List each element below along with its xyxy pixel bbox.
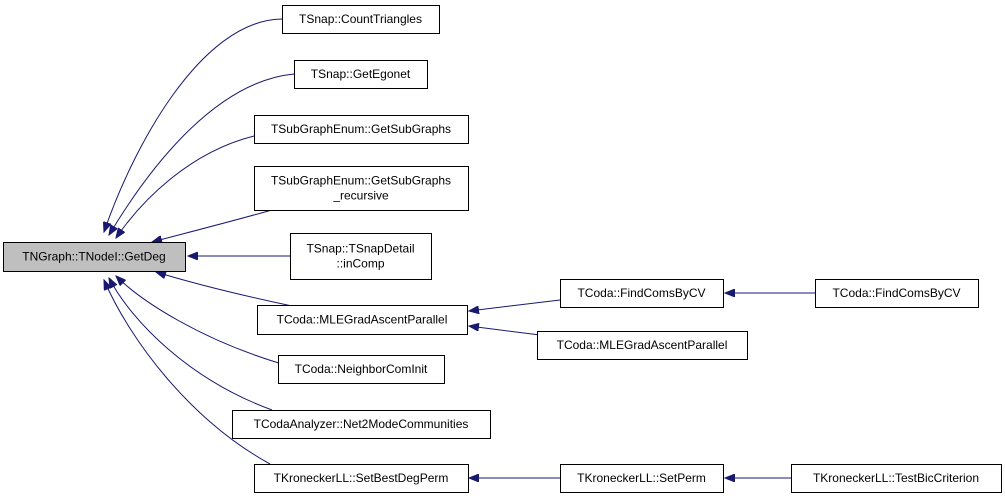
edge bbox=[469, 299, 561, 311]
node-box bbox=[294, 60, 428, 89]
node-box bbox=[278, 355, 445, 384]
node-label: TCoda::FindComsByCV bbox=[577, 286, 705, 300]
node-label: TSnap::TSnapDetail bbox=[306, 242, 414, 256]
node-box bbox=[290, 233, 432, 280]
edges bbox=[104, 18, 815, 478]
node-box bbox=[537, 331, 748, 360]
node-label: TCodaAnalyzer::Net2ModeCommunities bbox=[254, 417, 469, 431]
node-label: TKroneckerLL::SetPerm bbox=[577, 471, 706, 485]
node-box bbox=[815, 279, 979, 308]
node-label: _recursive bbox=[332, 189, 389, 203]
node-label: ::inComp bbox=[336, 257, 384, 271]
node-label: TSubGraphEnum::GetSubGraphs bbox=[271, 174, 451, 188]
node-box bbox=[282, 5, 440, 34]
node-label: TCoda::MLEGradAscentParallel bbox=[557, 338, 728, 352]
edge bbox=[104, 280, 271, 465]
edge bbox=[116, 135, 255, 238]
node-box bbox=[232, 410, 491, 439]
node-label: TKroneckerLL::SetBestDegPerm bbox=[274, 471, 449, 485]
node-box bbox=[254, 115, 469, 144]
node-label: TSnap::CountTriangles bbox=[299, 12, 422, 26]
node-label: TNGraph::TNodeI::GetDeg bbox=[22, 250, 165, 264]
node-label: TSnap::GetEgonet bbox=[311, 67, 411, 81]
node-box bbox=[3, 242, 186, 272]
edge bbox=[469, 326, 541, 336]
edge bbox=[152, 209, 273, 242]
node-box bbox=[257, 305, 468, 335]
node-label: TCoda::MLEGradAscentParallel bbox=[277, 313, 448, 327]
edge bbox=[109, 73, 295, 235]
node-label: TKroneckerLL::TestBicCriterion bbox=[813, 471, 979, 485]
edge bbox=[109, 278, 273, 411]
node-box bbox=[560, 464, 724, 493]
node-label: TCoda::NeighborComInit bbox=[295, 362, 428, 376]
node-box bbox=[254, 166, 469, 211]
node-box bbox=[560, 279, 724, 308]
edge bbox=[116, 276, 283, 365]
node-label: TCoda::FindComsByCV bbox=[832, 286, 960, 300]
edge bbox=[104, 18, 283, 232]
node-label: TSubGraphEnum::GetSubGraphs bbox=[271, 122, 451, 136]
node-box bbox=[791, 464, 1002, 493]
edge bbox=[156, 272, 293, 307]
node-box bbox=[254, 464, 469, 493]
